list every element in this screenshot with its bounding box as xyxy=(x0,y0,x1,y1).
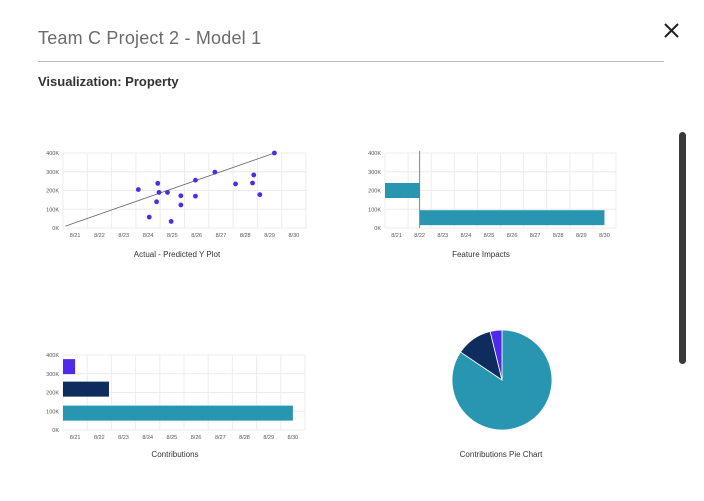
y-tick-label: 300K xyxy=(368,170,381,176)
x-tick-label: 8/23 xyxy=(437,233,448,239)
scatter-point xyxy=(135,187,141,192)
x-tick-label: 8/28 xyxy=(239,435,250,441)
chart-caption: Contributions xyxy=(151,450,199,459)
x-tick-label: 8/30 xyxy=(599,233,610,239)
x-tick-label: 8/21 xyxy=(70,233,81,239)
y-tick-label: 100K xyxy=(46,207,59,213)
scatter-point xyxy=(154,199,159,205)
x-tick-label: 8/25 xyxy=(167,233,178,239)
y-tick-label: 200K xyxy=(368,189,381,195)
actual-predicted-chart: 0K 100K 200K 300K 400K 8/21 8/22 8/23 8/24 8/25 8/… xyxy=(46,150,307,239)
scatter-point xyxy=(178,202,184,208)
x-tick-label: 8/28 xyxy=(240,233,251,239)
scatter-point xyxy=(233,181,238,187)
scatter-point xyxy=(178,193,184,199)
scatter-point xyxy=(250,180,255,186)
chart-caption: Actual - Predicted Y Plot xyxy=(133,250,221,259)
chart-caption: Feature Impacts xyxy=(452,250,510,259)
x-tick-label: 8/21 xyxy=(391,233,402,239)
scatter-point xyxy=(251,172,257,178)
x-tick-label: 8/24 xyxy=(143,233,154,239)
x-tick-label: 8/30 xyxy=(288,233,299,239)
pie-slice xyxy=(489,329,503,381)
y-tick-label: 0K xyxy=(374,226,381,232)
scatter-point xyxy=(146,214,152,220)
y-tick-label: 400K xyxy=(46,151,59,157)
close-icon[interactable] xyxy=(660,20,682,42)
x-tick-label: 8/22 xyxy=(414,233,425,239)
x-tick-label: 8/23 xyxy=(118,435,129,441)
x-tick-label: 8/26 xyxy=(191,233,202,239)
x-tick-label: 8/25 xyxy=(484,233,495,239)
x-tick-label: 8/22 xyxy=(94,435,105,441)
scrollbar[interactable] xyxy=(679,132,686,364)
section-title: Visualization: Property xyxy=(38,74,179,89)
bar xyxy=(385,183,420,198)
y-tick-label: 200K xyxy=(46,391,59,397)
scatter-point xyxy=(193,193,198,199)
title-divider xyxy=(38,61,664,62)
x-tick-label: 8/25 xyxy=(167,435,178,441)
x-tick-label: 8/26 xyxy=(191,435,202,441)
bar xyxy=(419,210,605,226)
scatter-point xyxy=(155,180,161,186)
feature-impacts-chart: 0K 100K 200K 300K 400K 8/21 8/22 8/23 8/24 8/25 8/… xyxy=(368,151,617,239)
y-tick-label: 400K xyxy=(46,353,59,359)
x-tick-label: 8/24 xyxy=(460,233,471,239)
y-tick-label: 0K xyxy=(52,226,59,232)
y-tick-label: 100K xyxy=(368,207,381,213)
chart-caption: Contributions Pie Chart xyxy=(459,450,543,459)
x-tick-label: 8/27 xyxy=(215,435,226,441)
bar xyxy=(63,381,109,397)
y-tick-label: 400K xyxy=(368,151,381,157)
dialog-title: Team C Project 2 - Model 1 xyxy=(38,28,262,48)
x-tick-label: 8/21 xyxy=(70,435,81,441)
x-tick-label: 8/28 xyxy=(553,233,564,239)
scatter-point xyxy=(193,177,198,183)
x-tick-label: 8/29 xyxy=(576,233,587,239)
y-tick-label: 300K xyxy=(46,372,59,378)
scatter-point xyxy=(156,189,162,195)
contributions-chart: 0K 100K 200K 300K 400K 8/21 8/22 8/23 8/24 8/25 8/… xyxy=(46,353,306,441)
x-tick-label: 8/30 xyxy=(288,435,299,441)
contributions-pie-chart xyxy=(451,329,553,431)
y-tick-label: 100K xyxy=(46,409,59,415)
scatter-point xyxy=(165,189,170,195)
scatter-point xyxy=(212,169,218,175)
scatter-point xyxy=(257,192,263,198)
x-tick-label: 8/29 xyxy=(264,233,275,239)
x-tick-label: 8/27 xyxy=(530,233,541,239)
y-tick-label: 0K xyxy=(52,428,59,434)
x-tick-label: 8/23 xyxy=(118,233,129,239)
bar xyxy=(63,405,293,421)
x-tick-label: 8/22 xyxy=(94,233,105,239)
scatter-point xyxy=(272,150,277,156)
bar xyxy=(63,359,76,375)
x-tick-label: 8/26 xyxy=(507,233,518,239)
x-tick-label: 8/27 xyxy=(216,233,227,239)
y-tick-label: 300K xyxy=(46,170,59,176)
x-tick-label: 8/29 xyxy=(263,435,274,441)
scatter-point xyxy=(168,219,174,224)
trend-line xyxy=(65,152,275,227)
y-tick-label: 200K xyxy=(46,189,59,195)
x-tick-label: 8/24 xyxy=(142,435,153,441)
